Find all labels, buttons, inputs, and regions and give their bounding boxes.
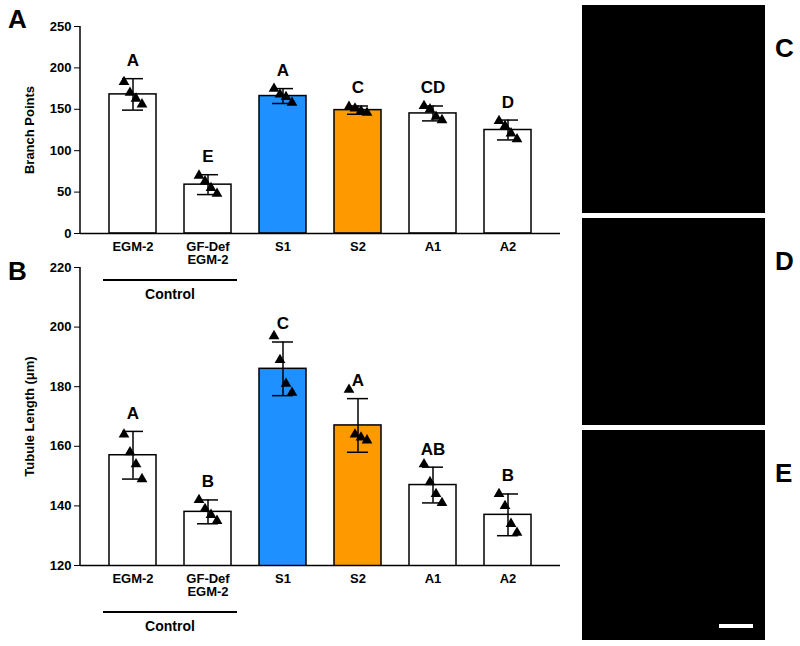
svg-text:Branch Points: Branch Points — [22, 86, 37, 174]
svg-text:GF-DefEGM-2: GF-DefEGM-2 — [186, 571, 230, 599]
svg-text:220: 220 — [50, 260, 72, 275]
svg-text:A2: A2 — [500, 239, 517, 254]
svg-text:50: 50 — [57, 184, 71, 199]
svg-text:Control: Control — [145, 286, 195, 302]
svg-text:Control: Control — [145, 618, 195, 634]
html-text:C: C — [775, 33, 794, 63]
svg-text:Tubule Length (μm): Tubule Length (μm) — [22, 356, 37, 476]
svg-text:A: A — [127, 51, 139, 70]
svg-text:S1: S1 — [275, 239, 291, 254]
svg-text:S2: S2 — [350, 239, 366, 254]
svg-text:EGM-2: EGM-2 — [112, 571, 153, 586]
svg-text:0: 0 — [64, 226, 71, 241]
svg-text:S1: S1 — [275, 571, 291, 586]
svg-text:150: 150 — [50, 101, 72, 116]
svg-text:200: 200 — [50, 319, 72, 334]
svg-text:180: 180 — [50, 379, 72, 394]
svg-text:C: C — [277, 314, 289, 333]
svg-text:140: 140 — [50, 498, 72, 513]
svg-text:GF-DefEGM-2: GF-DefEGM-2 — [186, 239, 230, 267]
html-text:D: D — [775, 246, 794, 276]
svg-text:B: B — [502, 466, 514, 485]
svg-text:120: 120 — [50, 558, 72, 573]
svg-text:EGM-2: EGM-2 — [112, 239, 153, 254]
svg-text:A1: A1 — [425, 571, 442, 586]
svg-text:A: A — [352, 371, 364, 390]
svg-text:160: 160 — [50, 438, 72, 453]
svg-text:C: C — [352, 78, 364, 97]
svg-text:A: A — [277, 61, 289, 80]
svg-text:D: D — [502, 93, 514, 112]
svg-text:A: A — [127, 404, 139, 423]
svg-text:250: 250 — [50, 19, 72, 34]
html-text:A: A — [8, 4, 27, 34]
svg-text:B: B — [202, 472, 214, 491]
svg-text:A2: A2 — [500, 571, 517, 586]
html-text:E: E — [775, 458, 793, 488]
svg-text:A1: A1 — [425, 239, 442, 254]
svg-text:100: 100 — [50, 143, 72, 158]
svg-text:E: E — [202, 147, 213, 166]
svg-text:S2: S2 — [350, 571, 366, 586]
html-text:B: B — [8, 256, 27, 286]
svg-text:AB: AB — [421, 440, 446, 459]
svg-text:200: 200 — [50, 60, 72, 75]
svg-text:CD: CD — [421, 78, 446, 97]
